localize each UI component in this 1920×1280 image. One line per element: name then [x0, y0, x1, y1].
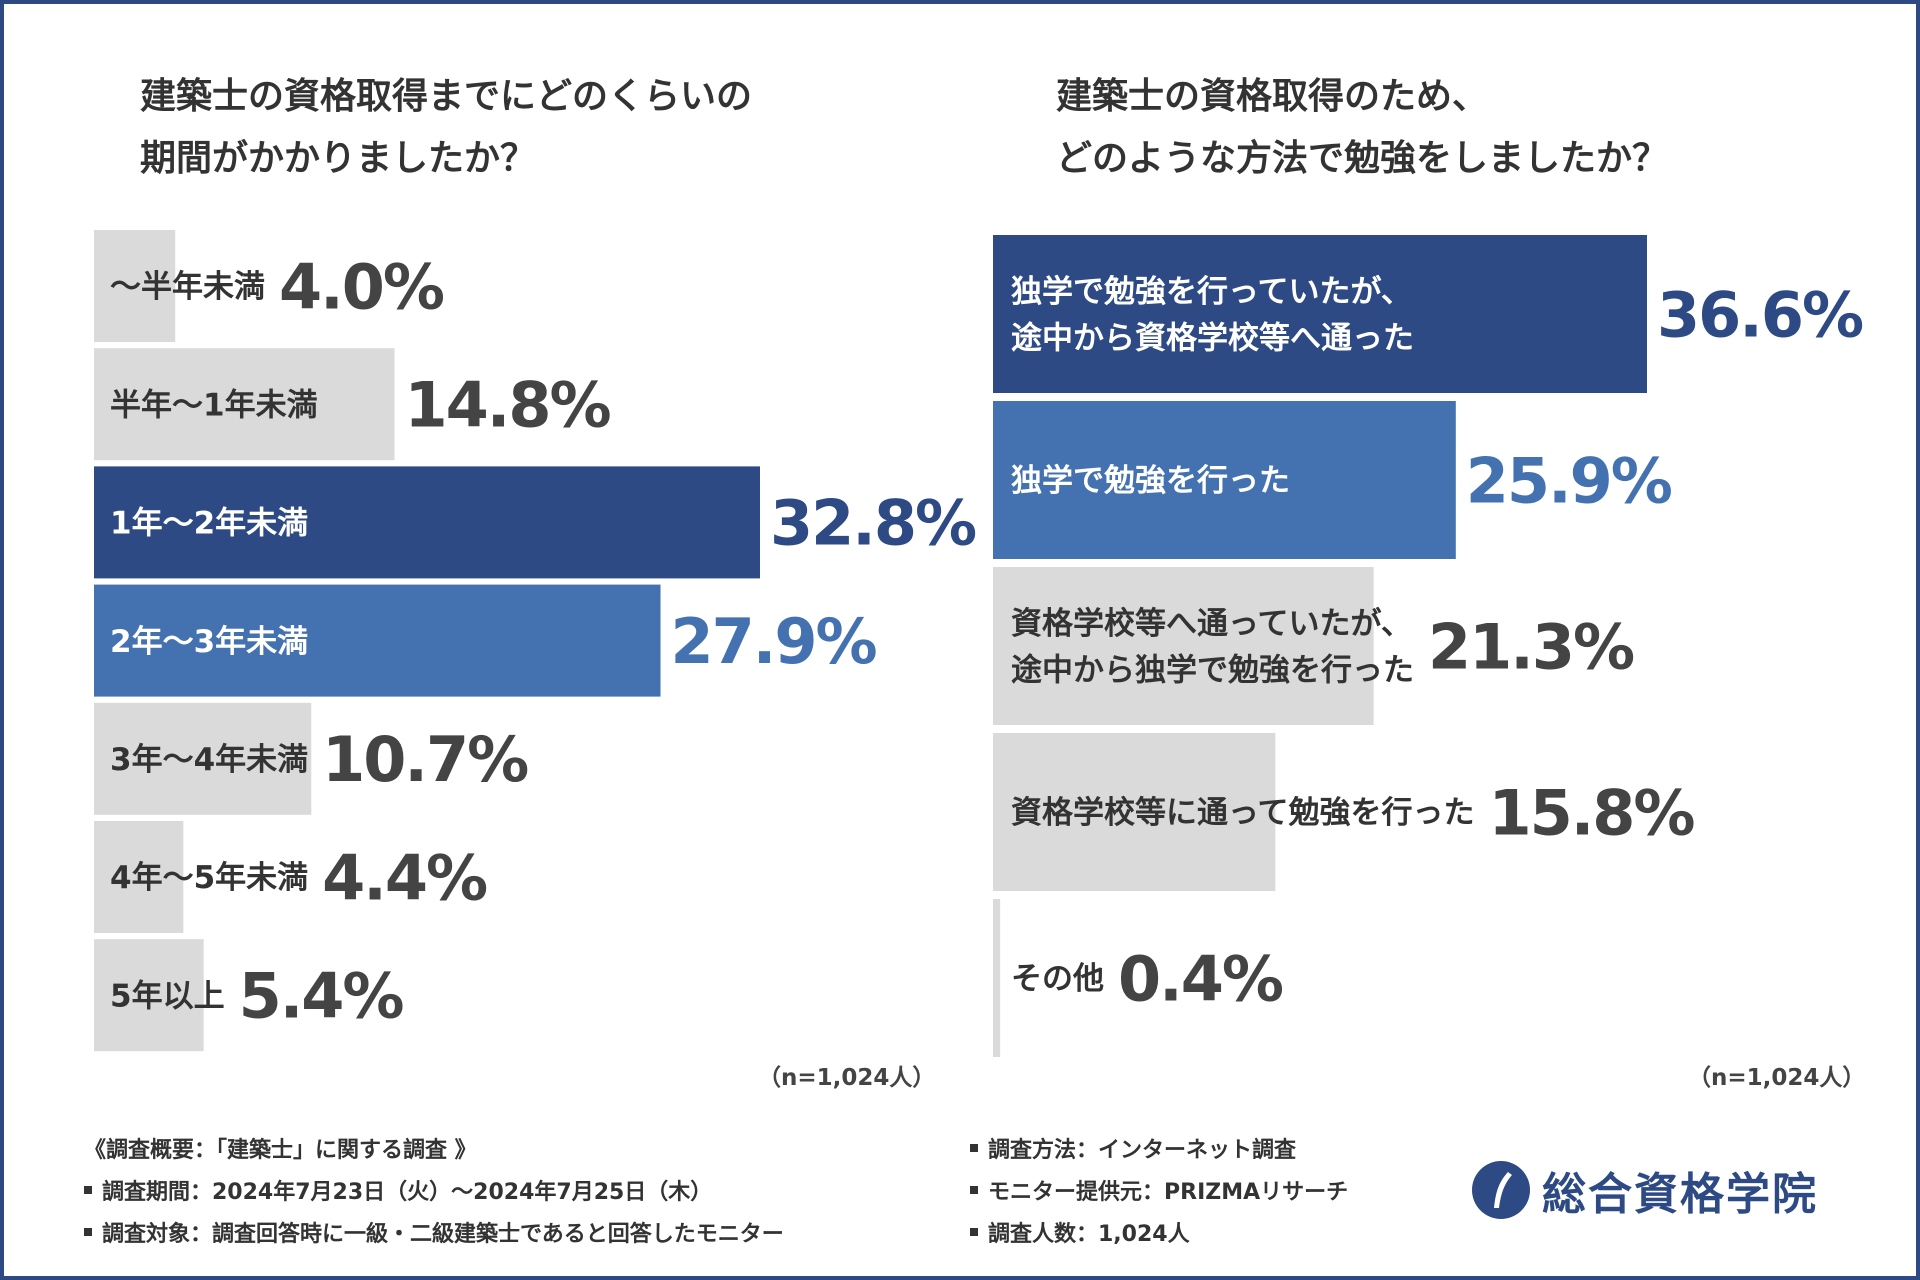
category-label: 1年〜2年未満 — [110, 506, 308, 542]
value-label: 14.8% — [405, 369, 611, 442]
value-label: 10.7% — [322, 723, 528, 796]
value-label: 5.4% — [239, 960, 404, 1033]
category-label: 資格学校等へ通っていたが、 — [1011, 606, 1412, 642]
value-label: 25.9% — [1466, 444, 1672, 517]
category-label: 独学で勉強を行っていたが、 — [1011, 274, 1412, 310]
bullet-square-icon — [84, 1228, 92, 1236]
category-label: 途中から資格学校等へ通った — [1011, 320, 1414, 356]
company-logo-text: 総合資格学院 — [1542, 1169, 1818, 1220]
value-label: 4.4% — [322, 841, 487, 914]
survey-period-row: 調査期間：2024年7月23日（火）〜2024年7月25日（木） — [84, 1172, 784, 1214]
value-label: 15.8% — [1488, 776, 1694, 849]
survey-overview-left: 《調査概要：「建築士」に関する調査 》 調査期間：2024年7月23日（火）〜2… — [84, 1130, 784, 1256]
value-label: 36.6% — [1657, 278, 1863, 351]
category-label: 独学で勉強を行った — [1011, 463, 1290, 499]
category-label: 〜半年未満 — [110, 269, 265, 305]
company-logo: 総合資格学院 — [1470, 1157, 1818, 1223]
bar — [993, 567, 1374, 725]
bar — [94, 939, 204, 1052]
survey-provider: モニター提供元：PRIZMAリサーチ — [988, 1180, 1349, 1205]
bullet-square-icon — [970, 1228, 978, 1236]
left-sample-size-note: （n=1,024人） — [758, 1065, 936, 1091]
survey-method-row: 調査方法：インターネット調査 — [970, 1130, 1348, 1172]
value-label: 0.4% — [1118, 942, 1283, 1015]
category-label: 3年〜4年未満 — [110, 742, 308, 778]
survey-overview-right: 調査方法：インターネット調査 モニター提供元：PRIZMAリサーチ 調査人数：1… — [970, 1130, 1348, 1256]
category-label: その他 — [1011, 961, 1104, 997]
category-label: 半年〜1年未満 — [110, 387, 318, 423]
survey-count-row: 調査人数：1,024人 — [970, 1214, 1348, 1256]
bar — [94, 821, 184, 933]
value-label: 32.8% — [770, 487, 976, 560]
right-title-line-1: 建築士の資格取得のため、 — [1056, 76, 1489, 117]
category-label: 資格学校等に通って勉強を行った — [1011, 795, 1474, 831]
left-title-line-2: 期間がかかりましたか？ — [140, 138, 537, 179]
bar — [993, 733, 1276, 891]
survey-provider-row: モニター提供元：PRIZMAリサーチ — [970, 1172, 1348, 1214]
value-label: 27.9% — [671, 605, 877, 678]
right-title-line-2: どのような方法で勉強をしましたか？ — [1056, 138, 1669, 179]
category-label: 途中から独学で勉強を行った — [1011, 652, 1414, 688]
bar — [94, 348, 395, 461]
bar — [993, 899, 1001, 1057]
bullet-square-icon — [970, 1144, 978, 1152]
survey-overview-heading: 《調査概要：「建築士」に関する調査 》 — [84, 1138, 477, 1163]
value-label: 4.0% — [279, 250, 444, 323]
bar — [993, 401, 1456, 559]
right-sample-size-note: （n=1,024人） — [1688, 1065, 1866, 1091]
right-chart-title: 建築士の資格取得のため、 どのような方法で勉強をしましたか？ — [1056, 66, 1668, 190]
company-logo-mark-icon — [1472, 1161, 1530, 1219]
category-label: 5年以上 — [110, 978, 225, 1014]
survey-target: 調査対象：調査回答時に一級・二級建築士であると回答したモニター — [102, 1222, 784, 1247]
bar — [94, 466, 760, 579]
bullet-square-icon — [84, 1186, 92, 1194]
value-label: 21.3% — [1428, 610, 1634, 683]
survey-count: 調査人数：1,024人 — [988, 1222, 1190, 1247]
left-title-line-1: 建築士の資格取得までにどのくらいの — [140, 76, 753, 117]
bar — [94, 230, 176, 342]
survey-method: 調査方法：インターネット調査 — [988, 1138, 1297, 1163]
bar — [993, 235, 1647, 393]
survey-target-row: 調査対象：調査回答時に一級・二級建築士であると回答したモニター — [84, 1214, 784, 1256]
category-label: 2年〜3年未満 — [110, 624, 308, 660]
bullet-square-icon — [970, 1186, 978, 1194]
bar — [94, 702, 312, 815]
category-label: 4年〜5年未満 — [110, 860, 308, 896]
survey-period: 調査期間：2024年7月23日（火）〜2024年7月25日（木） — [102, 1180, 713, 1205]
left-chart-title: 建築士の資格取得までにどのくらいの 期間がかかりましたか？ — [140, 66, 752, 190]
bar — [94, 584, 661, 697]
